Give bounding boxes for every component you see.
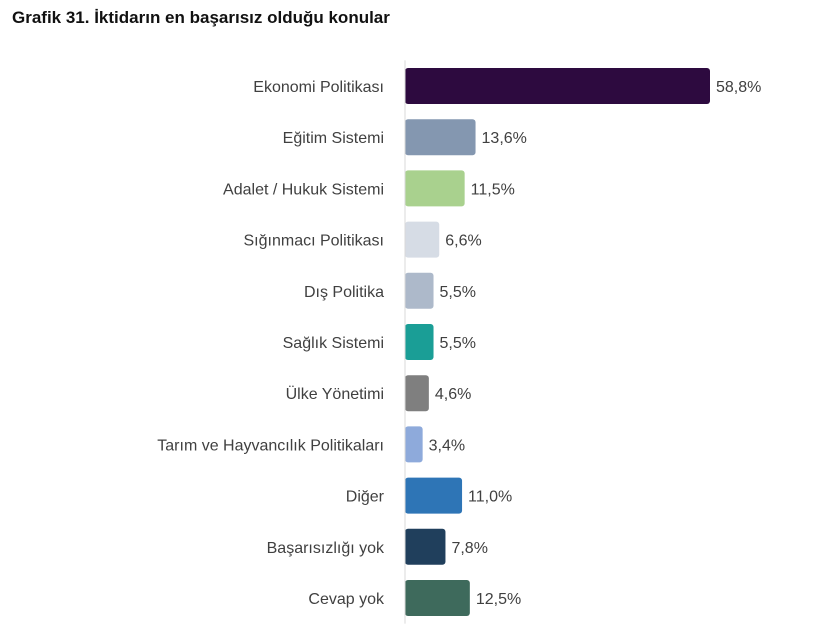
category-label: Başarısızlığı yok [267,540,385,557]
data-label: 3,4% [429,437,465,454]
labels-layer: Ekonomi Politikası 58,8% Eğitim Sistemi 13,… [157,79,761,608]
data-label: 11,5% [471,181,515,198]
data-label: 4,6% [435,386,471,403]
data-label: 11,0% [468,489,512,506]
data-label: 12,5% [476,591,521,608]
chart-title: Grafik 31. İktidarın en başarısız olduğu… [12,8,390,27]
data-label: 7,8% [451,540,487,557]
bar [405,426,423,463]
data-label: 13,6% [482,130,527,147]
bar [405,170,465,207]
bar [405,272,434,309]
data-label: 58,8% [716,79,761,96]
category-label: Sığınmacı Politikası [244,233,385,250]
bar [405,528,446,565]
bar [405,375,429,412]
bars-layer [405,68,710,616]
bar [405,580,470,616]
category-label: Adalet / Hukuk Sistemi [223,181,384,198]
data-label: 5,5% [440,335,476,352]
bar [405,324,434,360]
category-label: Eğitim Sistemi [283,130,384,147]
bar [405,221,440,258]
category-label: Ekonomi Politikası [253,79,384,96]
category-label: Sağlık Sistemi [283,335,384,352]
data-label: 6,6% [445,233,481,250]
category-label: Cevap yok [308,591,385,608]
category-label: Dış Politika [304,284,384,301]
data-label: 5,5% [440,284,476,301]
bar [405,119,476,156]
category-label: Tarım ve Hayvancılık Politikaları [157,437,384,454]
category-label: Ülke Yönetimi [286,385,384,403]
bar [405,68,710,104]
bar [405,477,463,514]
category-label: Diğer [346,489,385,506]
